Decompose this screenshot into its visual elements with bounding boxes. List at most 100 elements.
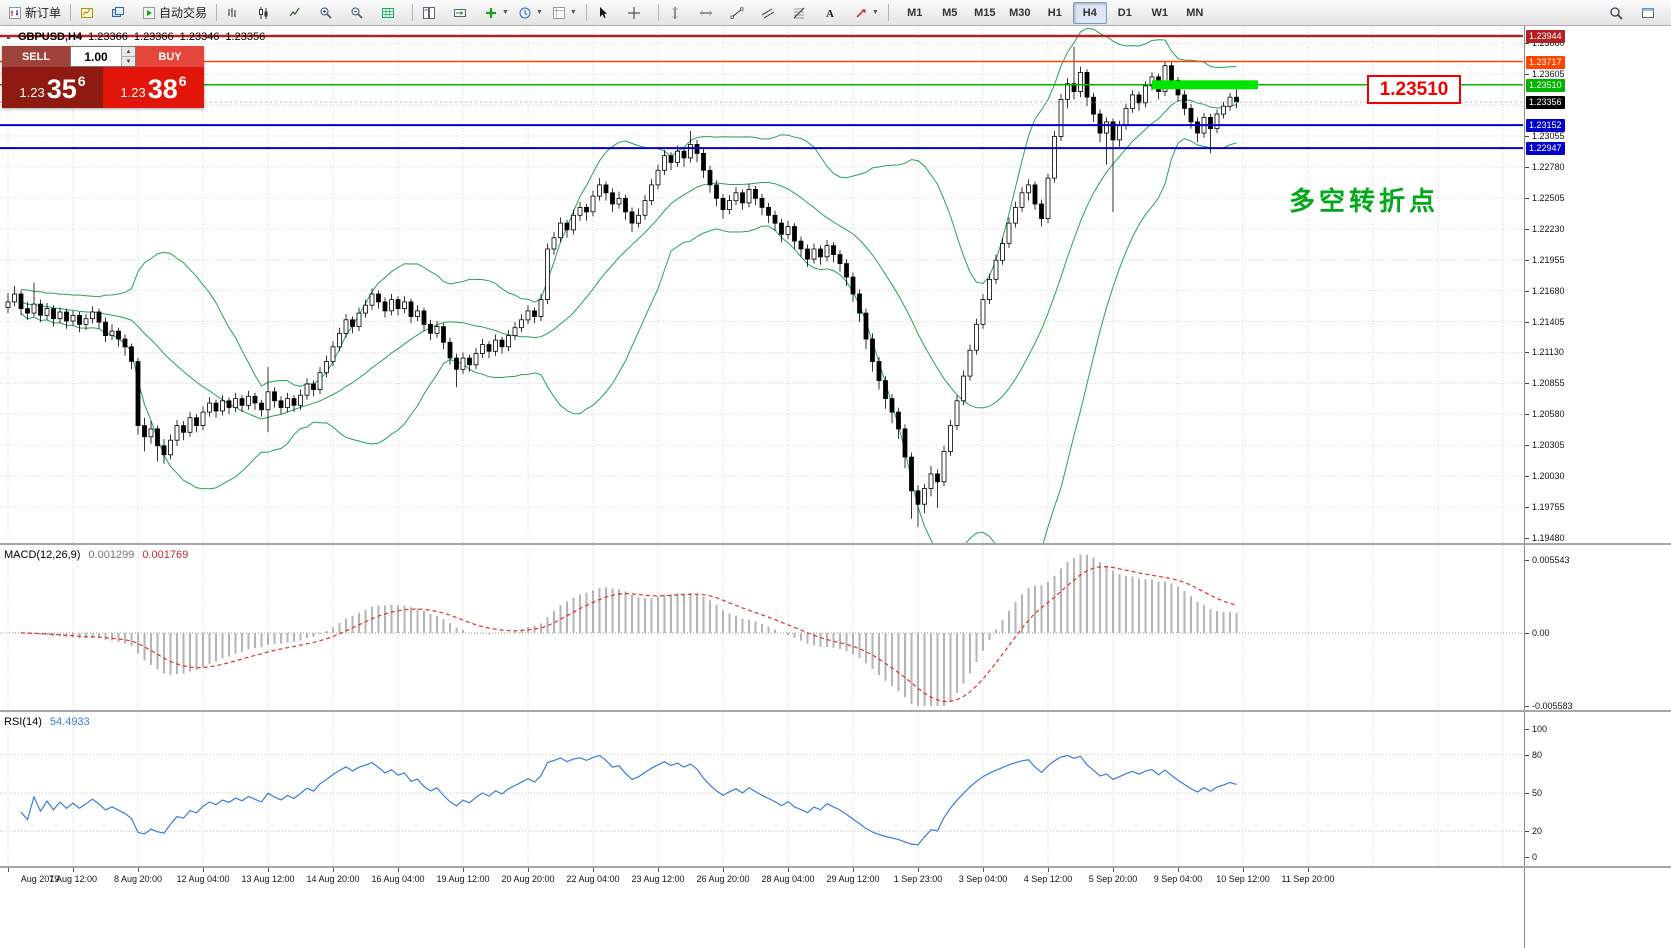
buy-button[interactable]: BUY xyxy=(136,46,204,67)
period-menu-button[interactable]: ▼ xyxy=(514,1,547,25)
channel-tool-button[interactable] xyxy=(757,1,787,25)
price-tick-label: 1.20855 xyxy=(1532,378,1565,389)
crosshair-tool-button[interactable] xyxy=(623,1,653,25)
candle-body xyxy=(499,339,505,348)
price-callout[interactable]: 1.23510 xyxy=(1367,75,1461,104)
auto-trading-button[interactable]: 自动交易 xyxy=(138,1,211,25)
auto-scroll-button[interactable] xyxy=(449,1,479,25)
timeframe-h4-button[interactable]: H4 xyxy=(1072,1,1107,24)
candle-body xyxy=(922,488,927,505)
timeframe-m15-button[interactable]: M15 xyxy=(974,6,996,19)
new-order-button[interactable]: 新订单 xyxy=(4,1,65,25)
timeframe-h1-button[interactable]: H1 xyxy=(1047,6,1062,19)
candle-body xyxy=(961,375,966,402)
timeframe-m30-button[interactable]: M30 xyxy=(1009,6,1031,19)
rsi-tick-mark xyxy=(1525,857,1529,858)
volume-value: 1.00 xyxy=(84,49,108,64)
sell-price-button[interactable]: 1.23 35 6 xyxy=(2,67,103,108)
volume-increase-button[interactable]: ▲ xyxy=(122,47,135,57)
bar-chart-mode-button[interactable] xyxy=(222,1,252,25)
price-axis[interactable]: 1.23880 1.23605 1.23055 1.22780 1.22505 1.222… xyxy=(1524,26,1671,948)
fibonacci-tool-button[interactable] xyxy=(788,1,818,25)
candle-body xyxy=(460,357,466,370)
rsi-line xyxy=(20,754,1237,846)
line-chart-mode-button[interactable] xyxy=(284,1,314,25)
candle-body xyxy=(551,237,557,250)
chevron-down-icon: ▼ xyxy=(569,9,577,16)
horizontal-line-tool-button[interactable] xyxy=(695,1,725,25)
candle-body xyxy=(109,330,115,337)
time-tick-mark xyxy=(268,868,269,872)
candle-body xyxy=(636,214,641,224)
volume-input[interactable]: 1.00 ▲ ▼ xyxy=(70,46,136,67)
new-order-icon xyxy=(8,6,22,20)
rsi-title: RSI(14) xyxy=(4,716,42,728)
volume-decrease-button[interactable]: ▼ xyxy=(122,57,135,66)
time-tick-mark xyxy=(203,868,204,872)
timeframe-d1-button[interactable]: D1 xyxy=(1117,6,1132,19)
trendline-tool-button[interactable] xyxy=(726,1,756,25)
time-tick-mark xyxy=(1113,868,1114,872)
cursor-tool-button[interactable] xyxy=(592,1,622,25)
annotation-text[interactable]: 多空转折点 xyxy=(1289,186,1440,216)
candle-body xyxy=(798,240,804,250)
indicators-button[interactable] xyxy=(377,1,407,25)
candle-body xyxy=(616,197,622,205)
time-label: 5 Sep 20:00 xyxy=(1088,874,1138,884)
tile-windows-button[interactable] xyxy=(418,1,448,25)
candle-body xyxy=(252,395,258,404)
arrows-tool-button[interactable]: ▼ xyxy=(850,1,883,25)
rsi-tick-mark xyxy=(1525,754,1529,756)
pane-separator[interactable] xyxy=(0,710,1671,712)
search-button[interactable] xyxy=(1605,1,1635,25)
candle-body xyxy=(122,338,128,348)
price-tick-mark xyxy=(1525,507,1529,509)
new-chart-button[interactable] xyxy=(76,1,106,25)
main-chart[interactable] xyxy=(0,26,1523,543)
templates-button[interactable]: ▼ xyxy=(548,1,581,25)
pane-separator[interactable] xyxy=(0,543,1671,545)
candle-body xyxy=(70,314,76,322)
timeframe-m1-button[interactable]: M1 xyxy=(907,6,923,19)
buy-price-button[interactable]: 1.23 38 6 xyxy=(103,67,204,108)
support-band[interactable] xyxy=(1152,80,1258,90)
candle-body xyxy=(831,245,836,256)
price-tag: 1.22947 xyxy=(1526,142,1565,156)
candle-body xyxy=(155,428,160,447)
macd-tick-mark xyxy=(1525,559,1529,561)
add-indicator-button[interactable]: ▼ xyxy=(480,1,513,25)
chevron-down-icon: ▼ xyxy=(535,9,543,16)
time-tick-mark xyxy=(73,868,74,872)
candle-body xyxy=(948,425,953,452)
zoom-out-button[interactable] xyxy=(346,1,376,25)
profiles-button[interactable] xyxy=(107,1,137,25)
macd-pane[interactable] xyxy=(0,545,1523,710)
time-label: 12 Aug 04:00 xyxy=(176,874,230,884)
vertical-line-tool-button[interactable] xyxy=(664,1,694,25)
text-tool-button[interactable]: A xyxy=(819,1,849,25)
pane-separator[interactable] xyxy=(0,866,1671,868)
candle-body xyxy=(25,308,30,314)
collapse-arrow-icon[interactable]: ▲ xyxy=(5,33,12,41)
timeframe-w1-button[interactable]: W1 xyxy=(1151,6,1169,19)
price-tick-mark xyxy=(1525,197,1529,199)
auto-trading-button-label: 自动交易 xyxy=(159,6,208,20)
candle-body xyxy=(278,400,284,408)
candles-icon xyxy=(257,6,271,20)
zoom-in-button[interactable] xyxy=(315,1,345,25)
timeframe-m5-button[interactable]: M5 xyxy=(942,6,958,19)
candle-body xyxy=(525,310,531,321)
candlestick-mode-button[interactable] xyxy=(253,1,283,25)
rsi-pane[interactable] xyxy=(0,712,1523,866)
high-value: 1.23366 xyxy=(133,31,174,43)
time-axis[interactable]: Aug 2019 7 Aug 12:00 8 Aug 20:00 12 Aug 04:… xyxy=(0,868,1671,948)
candle-body xyxy=(584,206,589,213)
time-tick-mark xyxy=(853,868,854,872)
new-window-button[interactable] xyxy=(1637,1,1667,25)
timeframe-mn-button[interactable]: MN xyxy=(1186,6,1204,19)
candle-body xyxy=(675,150,680,163)
price-tick-mark xyxy=(1525,352,1529,354)
candle-body xyxy=(967,349,973,377)
sell-button[interactable]: SELL xyxy=(2,46,70,67)
price-tick-label: 1.20030 xyxy=(1532,471,1565,482)
